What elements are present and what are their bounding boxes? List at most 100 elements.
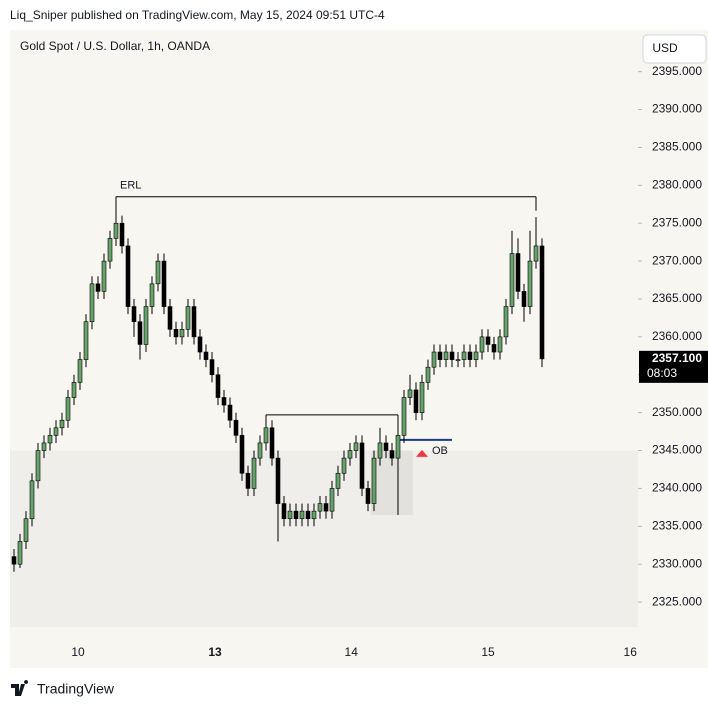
y-tick-label: 2370.000 [652,253,702,267]
candle-body [305,510,311,520]
candle-body [533,245,539,262]
logo [11,680,29,696]
y-tick-label: 2365.000 [652,291,702,305]
plot: 2325.000 2330.000 2335.000 2340.000 2345.000… [10,64,708,659]
candle-body [455,359,461,361]
candle-body [35,450,41,482]
candle-body [245,472,251,489]
candle-body [497,336,503,353]
candle-body [257,442,263,459]
candle-body [191,306,197,338]
y-tick-label: 2335.000 [652,518,702,532]
last-price-box [639,350,708,383]
candle-body [401,397,407,436]
candle-body [71,382,77,398]
candle-body [461,351,467,360]
candle-body [431,351,437,368]
x-tick-label: 15 [481,645,495,659]
candle-body [173,328,179,338]
candle-body [449,351,455,360]
candle-body [23,518,29,542]
last-price: 2357.100 [652,351,702,365]
candle-body [203,351,209,360]
candle-body [443,351,449,360]
candle-body [425,366,431,383]
candle-body [395,435,401,459]
candle-body [179,328,185,338]
candle-body [89,283,95,323]
logo-icon [11,680,29,696]
candle-body [263,427,269,444]
y-tick-label: 2395.000 [652,64,702,78]
ob-marker [416,449,429,457]
y-tick-label: 2345.000 [652,443,702,457]
candle-body [413,389,419,413]
candle-body [419,382,425,413]
candle-body [239,435,245,474]
candle-body [221,397,227,406]
candle-body [335,472,341,489]
y-tick-label: 2360.000 [652,329,702,343]
countdown: 08:03 [647,366,677,380]
candle-body [485,336,491,345]
currency-button[interactable] [642,34,707,64]
candle-body [125,245,131,307]
x-tick-label: 10 [71,645,85,659]
candle-body [527,260,533,307]
candle-body [473,351,479,360]
y-tick-label: 2330.000 [652,556,702,570]
candle-body [383,442,389,451]
candle-body [521,291,527,307]
candle-body [293,510,299,520]
candle-body [515,253,521,292]
x-tick-label: 13 [208,645,222,659]
candle-body [437,351,443,360]
candle-body [311,510,317,520]
candle-body [299,510,305,520]
candle-body [119,222,125,247]
candle-body [149,283,155,307]
y-tick-label: 2325.000 [652,594,702,608]
candle-body [371,457,377,504]
candle-body [53,427,59,436]
candle-body [167,306,173,330]
y-tick-label: 2390.000 [652,102,702,116]
y-tick-label: 2340.000 [652,481,702,495]
candle-body [137,321,143,345]
demand-zone [10,450,638,628]
candle-body [491,344,497,353]
candle-body [233,419,239,436]
y-tick-label: 2350.000 [652,405,702,419]
candle-body [215,374,221,398]
candle-body [347,450,353,459]
candle-body [65,397,71,421]
candle-body [41,442,47,451]
candle-body [47,435,53,444]
candle-body [503,306,509,338]
erl-label: ERL [120,180,141,192]
candle-body [161,260,167,307]
candle-body [131,306,137,323]
candle-body [509,253,515,307]
candle-body [341,457,347,474]
candle-body [113,222,119,239]
y-tick-label: 2385.000 [652,140,702,154]
candle-body [17,541,23,565]
candle-body [59,419,65,429]
candle-body [101,260,107,292]
header: Liq_Sniper published on TradingView.com,… [10,8,385,22]
candle-body [323,503,329,512]
candle-body [197,336,203,353]
x-tick-label: 16 [624,645,638,659]
candle-body [275,457,281,504]
candle-body [143,306,149,345]
symbol-title: Gold Spot / U.S. Dollar, 1h, OANDA [20,39,210,53]
candle-body [479,336,485,353]
y-tick-label: 2380.000 [652,178,702,192]
candle-body [251,457,257,489]
candle-body [539,245,545,360]
x-tick-label: 14 [345,645,359,659]
ob-label: OB [432,445,448,457]
currency[interactable]: USD [652,41,678,55]
